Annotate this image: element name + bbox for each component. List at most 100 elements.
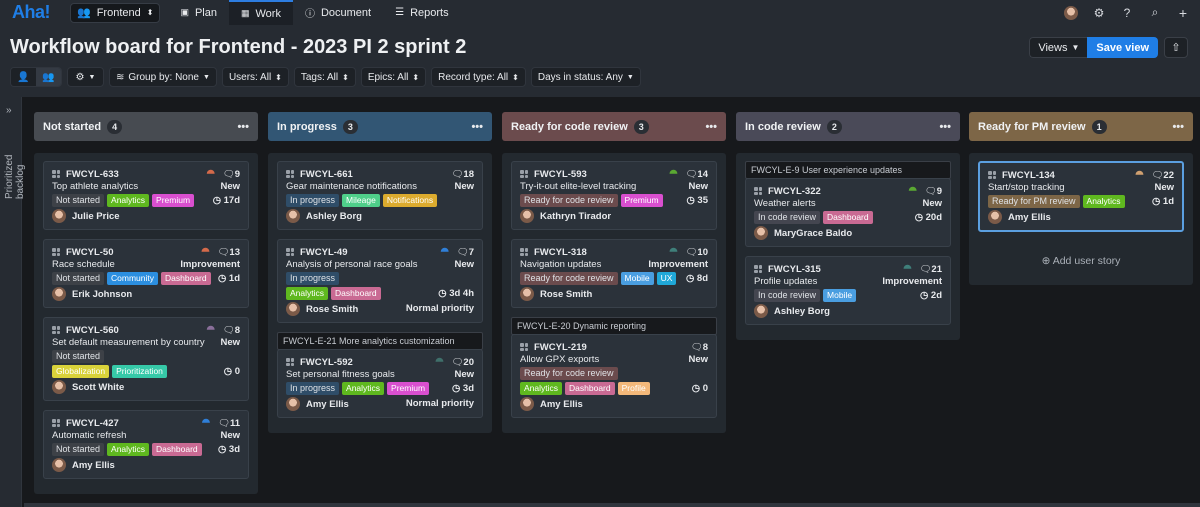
multi-user-icon[interactable]: 👥 bbox=[36, 68, 61, 86]
hierarchy-icon[interactable]: ⯊ bbox=[440, 246, 449, 258]
drag-handle-icon[interactable] bbox=[52, 248, 60, 256]
more-options-icon[interactable]: ••• bbox=[1172, 120, 1184, 133]
record-id[interactable]: FWCYL-315 bbox=[768, 263, 821, 275]
assignee-name[interactable]: Kathryn Tirador bbox=[540, 210, 612, 222]
drag-handle-icon[interactable] bbox=[286, 248, 294, 256]
drag-handle-icon[interactable] bbox=[52, 419, 60, 427]
tags-filter[interactable]: Tags: All ⬍ bbox=[293, 67, 356, 87]
record-card[interactable]: FWCYL-633 ⯊ 🗨9 Top athlete analytics New … bbox=[43, 161, 249, 230]
expand-chevron-icon[interactable]: » bbox=[6, 105, 12, 116]
more-options-icon[interactable]: ••• bbox=[705, 120, 717, 133]
record-id[interactable]: FWCYL-427 bbox=[66, 417, 119, 429]
column-header[interactable]: Not started 4 ••• bbox=[34, 112, 258, 141]
column-header[interactable]: Ready for code review 3 ••• bbox=[502, 112, 726, 141]
days-in-status-filter[interactable]: Days in status: Any ▼ bbox=[530, 67, 641, 87]
search-icon[interactable]: ⌕ bbox=[1151, 5, 1159, 19]
column-header[interactable]: In progress 3 ••• bbox=[268, 112, 492, 141]
prioritized-backlog-panel[interactable]: » Prioritized backlog bbox=[0, 97, 26, 507]
single-user-icon[interactable]: 👤 bbox=[11, 68, 36, 86]
record-type-filter[interactable]: Record type: All ⬍ bbox=[431, 67, 526, 87]
tab-work[interactable]: ▦ Work bbox=[228, 0, 293, 25]
drag-handle-icon[interactable] bbox=[520, 343, 528, 351]
share-button[interactable]: ⇧ bbox=[1164, 37, 1188, 58]
hierarchy-icon[interactable]: ⯊ bbox=[435, 356, 444, 368]
assignee-name[interactable]: Amy Ellis bbox=[72, 459, 115, 471]
record-id[interactable]: FWCYL-593 bbox=[534, 168, 587, 180]
plus-icon[interactable]: + bbox=[1178, 4, 1188, 21]
assignee-name[interactable]: Amy Ellis bbox=[540, 398, 583, 410]
help-icon[interactable]: ? bbox=[1123, 5, 1131, 20]
hierarchy-icon[interactable]: ⯊ bbox=[903, 263, 912, 275]
user-avatar[interactable] bbox=[1064, 5, 1078, 20]
assignee-name[interactable]: Rose Smith bbox=[306, 303, 359, 315]
record-id[interactable]: FWCYL-592 bbox=[300, 356, 353, 368]
hierarchy-icon[interactable]: ⯊ bbox=[908, 185, 917, 197]
record-id[interactable]: FWCYL-560 bbox=[66, 324, 119, 336]
more-options-icon[interactable]: ••• bbox=[237, 120, 249, 133]
gear-icon[interactable]: ⚙ bbox=[1093, 5, 1105, 20]
record-id[interactable]: FWCYL-134 bbox=[1002, 169, 1055, 181]
hierarchy-icon[interactable]: ⯊ bbox=[201, 246, 210, 258]
assignee-name[interactable]: Ashley Borg bbox=[306, 210, 362, 222]
drag-handle-icon[interactable] bbox=[520, 170, 528, 178]
record-card[interactable]: FWCYL-50 ⯊ 🗨13 Race schedule Improvement … bbox=[43, 239, 249, 308]
assignee-name[interactable]: Scott White bbox=[72, 381, 125, 393]
assignee-name[interactable]: Rose Smith bbox=[540, 288, 593, 300]
record-id[interactable]: FWCYL-50 bbox=[66, 246, 114, 258]
add-user-story-button[interactable]: ⊕ Add user story bbox=[978, 241, 1184, 279]
assignee-name[interactable]: Amy Ellis bbox=[306, 398, 349, 410]
column-header[interactable]: Ready for PM review 1 ••• bbox=[969, 112, 1193, 141]
epic-group-header[interactable]: FWCYL-E-20 Dynamic reporting bbox=[511, 317, 717, 335]
record-card[interactable]: FWCYL-592 ⯊ 🗨20 Set personal fitness goal… bbox=[277, 349, 483, 418]
record-card[interactable]: FWCYL-318 ⯊ 🗨10 Navigation updates Improv… bbox=[511, 239, 717, 308]
drag-handle-icon[interactable] bbox=[520, 248, 528, 256]
record-card[interactable]: FWCYL-427 ⯊ 🗨11 Automatic refresh New Not… bbox=[43, 410, 249, 479]
assignee-name[interactable]: Amy Ellis bbox=[1008, 211, 1051, 223]
record-card[interactable]: FWCYL-134 ⯊ 🗨22 Start/stop tracking New R… bbox=[978, 161, 1184, 232]
tab-plan[interactable]: ▣ Plan bbox=[168, 0, 229, 25]
drag-handle-icon[interactable] bbox=[286, 170, 294, 178]
record-card[interactable]: FWCYL-560 ⯊ 🗨8 Set default measurement by… bbox=[43, 317, 249, 401]
hierarchy-icon[interactable]: ⯊ bbox=[206, 168, 215, 180]
hierarchy-icon[interactable]: ⯊ bbox=[206, 324, 215, 336]
drag-handle-icon[interactable] bbox=[52, 326, 60, 334]
hierarchy-icon[interactable]: ⯊ bbox=[669, 168, 678, 180]
record-id[interactable]: FWCYL-322 bbox=[768, 185, 821, 197]
assignee-name[interactable]: Erik Johnson bbox=[72, 288, 133, 300]
record-id[interactable]: FWCYL-318 bbox=[534, 246, 587, 258]
hierarchy-icon[interactable]: ⯊ bbox=[1135, 169, 1144, 181]
more-options-icon[interactable]: ••• bbox=[939, 120, 951, 133]
epics-filter[interactable]: Epics: All ⬍ bbox=[360, 67, 427, 87]
more-options-icon[interactable]: ••• bbox=[471, 120, 483, 133]
column-header[interactable]: In code review 2 ••• bbox=[736, 112, 960, 141]
record-card[interactable]: FWCYL-593 ⯊ 🗨14 Try-it-out elite-level tr… bbox=[511, 161, 717, 230]
record-card[interactable]: FWCYL-49 ⯊ 🗨7 Analysis of personal race g… bbox=[277, 239, 483, 323]
drag-handle-icon[interactable] bbox=[754, 187, 762, 195]
settings-dropdown[interactable]: ⚙ ▼ bbox=[67, 67, 104, 87]
aha-logo[interactable]: Aha! bbox=[12, 2, 51, 22]
assignee-name[interactable]: MaryGrace Baldo bbox=[774, 227, 853, 239]
hierarchy-icon[interactable]: ⯊ bbox=[669, 246, 678, 258]
tab-reports[interactable]: ☰ Reports bbox=[383, 0, 461, 25]
drag-handle-icon[interactable] bbox=[52, 170, 60, 178]
epic-group-header[interactable]: FWCYL-E-21 More analytics customization bbox=[277, 332, 483, 350]
record-card[interactable]: FWCYL-315 ⯊ 🗨21 Profile updates Improveme… bbox=[745, 256, 951, 325]
users-filter[interactable]: Users: All ⬍ bbox=[221, 67, 289, 87]
record-id[interactable]: FWCYL-219 bbox=[534, 341, 587, 353]
assignee-name[interactable]: Julie Price bbox=[72, 210, 120, 222]
drag-handle-icon[interactable] bbox=[754, 265, 762, 273]
record-id[interactable]: FWCYL-661 bbox=[300, 168, 353, 180]
views-dropdown[interactable]: Views ▼ bbox=[1029, 37, 1088, 58]
drag-handle-icon[interactable] bbox=[988, 171, 996, 179]
tab-document[interactable]: ⓘ Document bbox=[293, 0, 383, 25]
group-by-dropdown[interactable]: ≋ Group by: None ▼ bbox=[109, 67, 217, 87]
epic-group-header[interactable]: FWCYL-E-9 User experience updates bbox=[745, 161, 951, 179]
workspace-selector[interactable]: 👥 Frontend ⬍ bbox=[70, 2, 161, 23]
record-id[interactable]: FWCYL-49 bbox=[300, 246, 348, 258]
record-id[interactable]: FWCYL-633 bbox=[66, 168, 119, 180]
horizontal-scrollbar[interactable] bbox=[24, 503, 1200, 507]
save-view-button[interactable]: Save view bbox=[1087, 37, 1158, 58]
record-card[interactable]: FWCYL-322 ⯊ 🗨9 Weather alerts New In code… bbox=[745, 178, 951, 247]
assignee-name[interactable]: Ashley Borg bbox=[774, 305, 830, 317]
drag-handle-icon[interactable] bbox=[286, 358, 294, 366]
